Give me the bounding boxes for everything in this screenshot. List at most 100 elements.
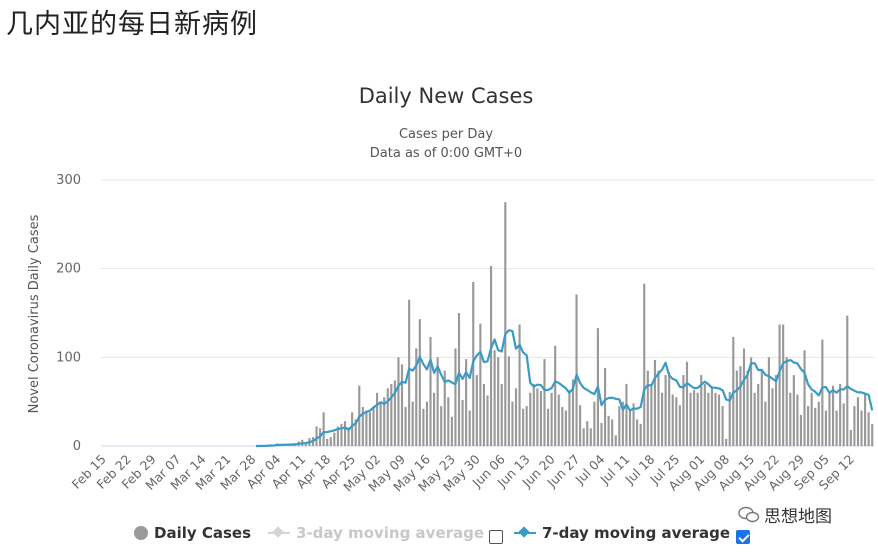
line-marker-icon [268,526,290,540]
daily-cases-bar [557,394,560,446]
y-tick-label: 200 [56,262,81,277]
daily-cases-bar [664,375,667,446]
daily-cases-bar [522,408,525,446]
chart-subtitle-2: Data as of 0:00 GMT+0 [370,146,522,161]
toggle-3day-checkbox[interactable] [489,530,503,544]
daily-cases-bar [696,392,699,446]
moving-average-7day-line [256,329,874,448]
bars-layer [262,202,874,446]
daily-cases-bar [436,357,439,446]
line-marker-icon [514,526,536,540]
daily-cases-bar [853,406,856,446]
daily-cases-bar [653,359,656,446]
daily-cases-bar [693,390,696,446]
daily-cases-bar [429,336,432,446]
legend-7day-average[interactable]: 7-day moving average [514,524,730,542]
y-tick-label: 0 [73,439,81,454]
daily-cases-bar [849,430,852,446]
daily-cases-bar [586,421,589,446]
daily-cases-bar [792,375,795,446]
legend-daily-cases[interactable]: Daily Cases [134,524,251,542]
daily-cases-bar [721,406,724,446]
watermark: 思想地图 [738,502,832,527]
daily-cases-bar [842,403,845,446]
daily-cases-bar [678,405,681,446]
daily-cases-bar [550,392,553,446]
daily-cases-bar [707,392,710,446]
daily-cases-bar [593,401,596,446]
daily-cases-bar [372,406,375,446]
daily-cases-bar [735,370,738,446]
daily-cases-bar [803,350,806,446]
daily-cases-bar [618,406,621,446]
daily-cases-bar [447,397,450,446]
daily-cases-bar [564,410,567,446]
daily-cases-bar [871,423,874,446]
daily-cases-bar [315,426,318,446]
daily-cases-bar [668,372,671,446]
daily-cases-bar [525,406,528,446]
daily-cases-bar [486,395,489,446]
daily-cases-bar [479,323,482,446]
daily-cases-bar [347,427,350,446]
daily-cases-bar [511,401,514,446]
daily-cases-bar [507,356,510,446]
daily-cases-bar [365,410,368,446]
daily-cases-bar [393,380,396,446]
daily-cases-bar [468,410,471,446]
daily-cases-bar [336,426,339,446]
daily-cases-bar [418,319,421,446]
daily-cases-bar [368,412,372,446]
daily-cases-bar [390,383,393,446]
daily-cases-bar [340,423,343,446]
daily-cases-bar [828,392,831,446]
daily-cases-bar [475,375,478,446]
daily-cases-bar [639,423,642,446]
daily-cases-bar [764,401,767,446]
daily-cases-bar [326,438,329,446]
daily-cases-bar [546,408,550,446]
daily-cases-bar [571,379,575,446]
daily-cases-bar [725,438,728,446]
daily-cases-bar [343,421,347,446]
daily-cases-bar [422,408,425,446]
toggle-7day-checkbox[interactable] [736,530,750,544]
daily-cases-bar [831,385,835,446]
daily-cases-bar [824,410,827,446]
daily-cases-bar [454,348,457,446]
daily-cases-bar [782,324,785,446]
daily-cases-bar [432,392,436,446]
daily-cases-bar [561,406,564,446]
daily-cases-bar [621,401,624,446]
daily-cases-bar [860,410,863,446]
daily-cases-bar [846,315,849,446]
page-title: 几内亚的每日新病例 [6,9,258,40]
daily-cases-bar [757,383,760,446]
daily-cases-bar [796,394,799,446]
daily-cases-bar [361,406,364,446]
daily-cases-bar [386,388,389,446]
daily-cases-bar [333,432,336,446]
daily-cases-bar [739,366,742,446]
chat-bubble-icon [738,506,760,524]
daily-cases-bar [750,357,753,446]
daily-cases-bar [746,370,749,446]
daily-cases-bar [554,345,557,446]
watermark-text: 思想地图 [764,507,832,527]
daily-cases-bar [689,392,692,446]
chart-title: Daily New Cases [359,84,534,108]
daily-cases-bar [717,394,721,446]
legend-3day-average[interactable]: 3-day moving average [268,524,484,542]
y-axis-label: Novel Coronavirus Daily Cases [27,214,42,413]
daily-cases-bar [643,283,646,446]
y-tick-label: 100 [56,350,81,365]
daily-cases-bar [657,370,660,446]
daily-cases-bar [504,202,507,446]
daily-cases-bar [671,394,674,446]
moving-average-layer [256,329,874,448]
grid-layer: 0 100 200 300 [56,173,874,454]
daily-cases-bar [536,388,539,446]
daily-cases-bar [600,422,603,446]
daily-cases-bar [703,383,706,446]
